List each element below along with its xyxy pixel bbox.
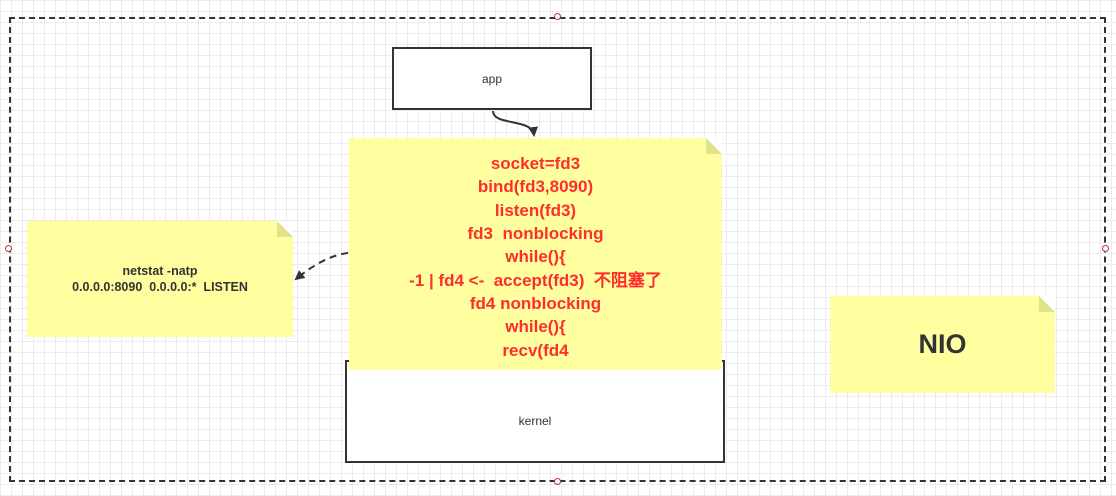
resize-handle-top[interactable] [554, 13, 561, 20]
app-box[interactable]: app [392, 47, 592, 110]
resize-handle-right[interactable] [1102, 245, 1109, 252]
code-line: bind(fd3,8090) [477, 177, 594, 197]
code-line: -1 | fd4 <- accept(fd3) 不阻塞了 [409, 270, 662, 290]
code-line: socket=fd3 [490, 154, 581, 174]
code-line: while(){ [505, 317, 566, 337]
note-fold-corner [277, 221, 293, 237]
netstat-output: 0.0.0.0:8090 0.0.0.0:* LISTEN [72, 280, 248, 294]
code-line: fd4 nonblocking [469, 293, 602, 313]
kernel-label: kernel [518, 413, 552, 428]
code-line: while(){ [505, 247, 566, 267]
code-lines: socket=fd3 bind(fd3,8090) listen(fd3) fd… [409, 152, 662, 362]
code-line: listen(fd3) [494, 200, 577, 220]
code-line: fd3 nonblocking [467, 224, 604, 244]
nio-label: NIO [918, 329, 967, 359]
note-fold-corner [1039, 296, 1055, 312]
resize-handle-bottom[interactable] [554, 478, 561, 485]
code-line: recv(fd4 [502, 340, 569, 360]
note-to-netstat-arrow[interactable] [294, 252, 349, 281]
app-to-note-arrow[interactable] [492, 110, 539, 137]
resize-handle-left[interactable] [5, 245, 12, 252]
netstat-command: netstat -natp [122, 264, 198, 278]
netstat-lines: netstat -natp 0.0.0.0:8090 0.0.0.0:* LIS… [72, 263, 248, 295]
app-label: app [481, 71, 503, 86]
nio-note[interactable]: NIO [830, 296, 1055, 393]
main-code-note[interactable]: socket=fd3 bind(fd3,8090) listen(fd3) fd… [349, 138, 722, 370]
netstat-note[interactable]: netstat -natp 0.0.0.0:8090 0.0.0.0:* LIS… [27, 221, 293, 337]
note-fold-corner [706, 138, 722, 154]
